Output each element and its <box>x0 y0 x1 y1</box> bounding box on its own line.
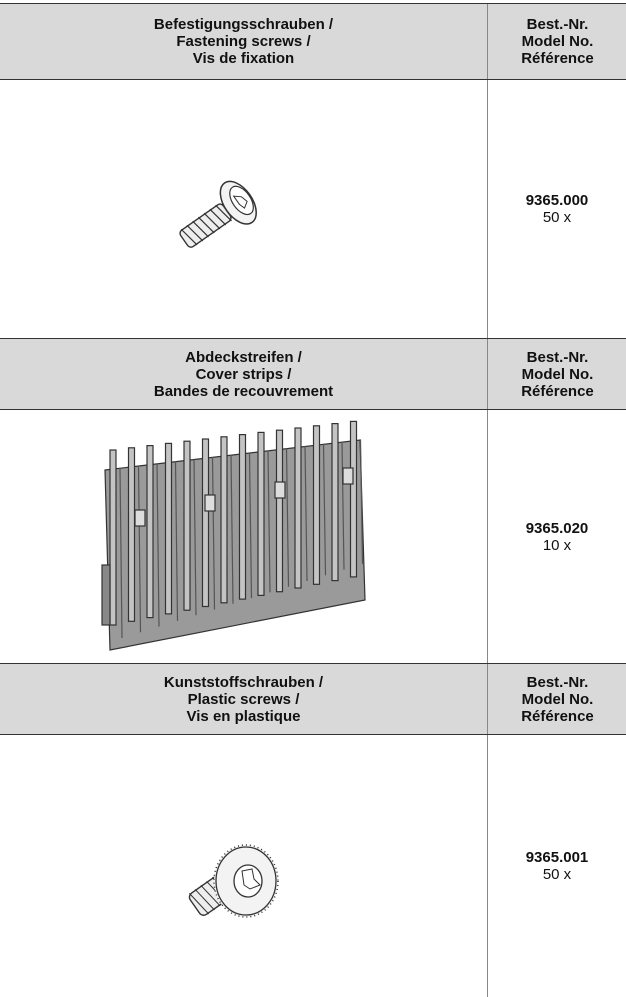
section-body: 9365.020 10 x <box>0 410 626 663</box>
product-illustration <box>188 844 279 918</box>
model-number: 9365.020 <box>525 519 589 537</box>
section-header: Kunststoffschrauben / Plastic screws / Vis… <box>0 663 626 735</box>
model-number: 9365.001 <box>525 849 589 866</box>
product-illustration <box>179 180 257 248</box>
title: Abdeckstreifen / Cover strips / Bandes de … <box>0 339 487 409</box>
ref-header-line: Model No. <box>521 365 594 383</box>
title-line: Abdeckstreifen / <box>185 348 302 366</box>
title-line: Fastening screws / <box>176 33 311 50</box>
model-number: 9365.000 <box>525 192 589 209</box>
ref-header-line: Référence <box>521 707 594 725</box>
quantity: 50 x <box>542 866 572 883</box>
title-line: Cover strips / <box>195 365 292 383</box>
title-line: Kunststoffschrauben / <box>163 673 324 691</box>
reference: 9365.020 10 x <box>488 410 626 663</box>
divider <box>487 80 488 338</box>
divider <box>487 735 488 997</box>
title-line: Befestigungsschrauben / <box>153 16 334 33</box>
reference: 9365.001 50 x <box>488 735 626 997</box>
section-body: 9365.001 50 x <box>0 735 626 997</box>
ref-header: Best.-Nr. Model No. Référence <box>487 339 626 409</box>
section-header: Befestigungsschrauben / Fastening screws … <box>0 3 626 80</box>
divider <box>487 410 488 663</box>
title-line: Plastic screws / <box>187 690 300 708</box>
ref-header-line: Référence <box>521 382 594 400</box>
title-line: Vis en plastique <box>186 707 301 725</box>
title: Befestigungsschrauben / Fastening screws … <box>0 4 487 79</box>
title-line: Bandes de recouvrement <box>153 382 334 400</box>
title-line: Vis de fixation <box>192 50 295 67</box>
ref-header-line: Best.-Nr. <box>526 673 589 691</box>
quantity: 10 x <box>542 536 572 554</box>
ref-header-line: Best.-Nr. <box>526 348 589 366</box>
ref-header-line: Best.-Nr. <box>526 16 589 33</box>
section-header: Abdeckstreifen / Cover strips / Bandes de … <box>0 338 626 410</box>
section-body: 9365.000 50 x <box>0 80 626 338</box>
ref-header-line: Model No. <box>521 690 594 708</box>
ref-header-line: Référence <box>521 50 594 67</box>
product-illustration <box>101 420 366 651</box>
quantity: 50 x <box>542 209 572 226</box>
reference: 9365.000 50 x <box>488 80 626 338</box>
ref-header-line: Model No. <box>521 33 594 50</box>
title: Kunststoffschrauben / Plastic screws / Vis… <box>0 664 487 734</box>
ref-header: Best.-Nr. Model No. Référence <box>487 4 626 79</box>
ref-header: Best.-Nr. Model No. Référence <box>487 664 626 734</box>
